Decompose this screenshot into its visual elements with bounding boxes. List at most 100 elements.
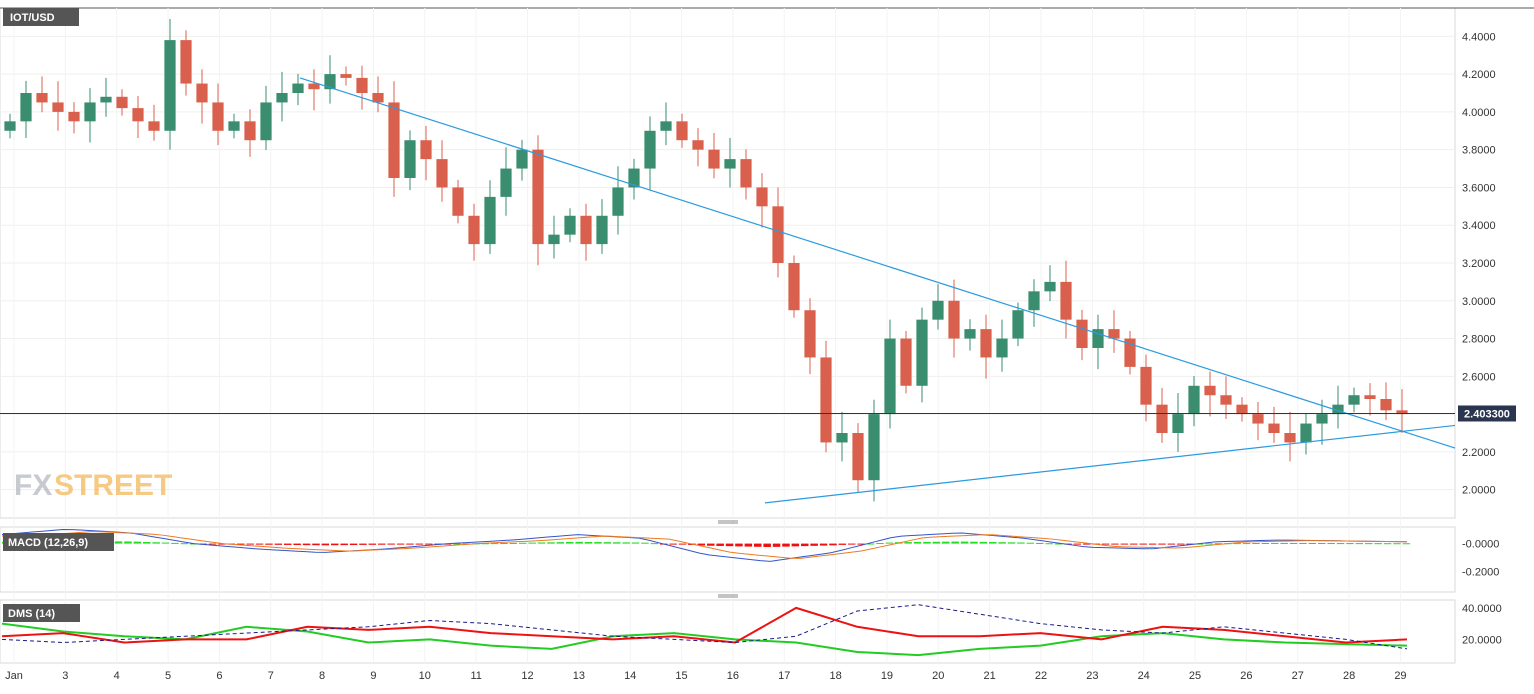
macd-histogram-bar	[876, 543, 884, 545]
macd-histogram-bar	[556, 542, 565, 544]
candle-body	[244, 121, 256, 141]
macd-histogram-bar	[913, 541, 922, 544]
y-tick-label: 3.6000	[1462, 182, 1496, 194]
y-tick-label: 3.4000	[1462, 220, 1496, 232]
macd-histogram-bar	[998, 542, 1006, 544]
y-tick-label: 3.0000	[1462, 296, 1496, 308]
candle-body	[868, 414, 880, 481]
x-tick-label: 7	[268, 670, 274, 682]
macd-histogram-bar	[763, 543, 771, 547]
candle-body	[308, 83, 320, 90]
candle-body	[196, 83, 208, 103]
candle-body	[100, 96, 112, 103]
macd-histogram-bar	[1289, 542, 1298, 544]
y-tick-label: 4.0000	[1462, 107, 1496, 119]
y-tick-label: 2.0000	[1462, 485, 1496, 497]
candle-body	[1284, 433, 1296, 443]
candle-body	[276, 93, 288, 103]
dms-plus-line	[1, 622, 1408, 657]
macd-histogram-bar	[707, 543, 715, 546]
dms-label-badge	[3, 604, 80, 622]
y-tick-label: 3.8000	[1462, 145, 1496, 157]
macd-histogram-bar	[1177, 543, 1185, 545]
candle-body	[212, 102, 224, 131]
x-tick-label: 25	[1189, 670, 1201, 682]
macd-histogram-bar	[848, 543, 856, 545]
macd-histogram-bar	[951, 541, 959, 544]
macd-histogram-bar	[575, 541, 583, 544]
macd-histogram-bar	[387, 543, 395, 545]
macd-panel[interactable]	[0, 526, 1456, 593]
macd-histogram-bar	[1336, 543, 1345, 545]
candle-body	[564, 215, 576, 235]
y-tick-label: 20.0000	[1462, 634, 1502, 646]
macd-histogram-bar	[810, 543, 818, 546]
macd-label: MACD (12,26,9)	[8, 537, 88, 549]
x-tick-label: 10	[419, 670, 431, 682]
candle-body	[324, 74, 336, 90]
candle-body	[788, 263, 800, 311]
macd-histogram-bar	[1148, 543, 1157, 545]
macd-histogram-bar	[293, 543, 301, 546]
macd-histogram-bar	[1346, 543, 1354, 545]
candle-body	[260, 102, 272, 141]
x-tick-label: Jan	[5, 670, 23, 682]
candle-body	[1380, 399, 1392, 411]
candle-body	[340, 74, 352, 78]
candle-body	[116, 96, 128, 109]
descending-trendline	[299, 77, 1456, 449]
macd-histogram-bar	[152, 542, 160, 544]
macd-histogram-bar	[669, 543, 677, 545]
macd-histogram-bar	[1355, 543, 1364, 545]
candle-body	[1348, 395, 1360, 405]
macd-histogram-bar	[218, 543, 226, 545]
macd-histogram-bar	[678, 543, 687, 545]
resize-handle-icon[interactable]	[718, 594, 738, 598]
macd-histogram-bar	[246, 543, 254, 545]
macd-histogram-bar	[1130, 543, 1138, 545]
candle-body	[1204, 385, 1216, 396]
trendlines-group	[299, 77, 1456, 504]
x-tick-label: 24	[1138, 670, 1150, 682]
macd-histogram-bar	[725, 543, 734, 547]
candle-body	[932, 300, 944, 320]
macd-histogram-bar	[1205, 543, 1213, 545]
x-tick-label: 20	[932, 670, 944, 682]
candle-body	[164, 40, 176, 131]
candle-body	[532, 149, 544, 245]
candle-body	[740, 159, 752, 188]
macd-histogram-bar	[1383, 543, 1392, 545]
macd-histogram-bar	[396, 543, 405, 545]
macd-histogram-bar	[885, 542, 894, 544]
dms-panel[interactable]	[0, 599, 1456, 664]
candle-body	[964, 329, 976, 339]
macd-histogram-bar	[942, 541, 950, 544]
candle-body	[980, 329, 992, 358]
y-tick-label: 40.0000	[1462, 603, 1502, 615]
macd-histogram-bar	[1327, 543, 1335, 545]
x-tick-label: 21	[984, 670, 996, 682]
macd-histogram-bar	[1195, 543, 1204, 545]
x-tick-label: 16	[727, 670, 739, 682]
macd-histogram-bar	[1007, 542, 1016, 544]
resize-handle-icon[interactable]	[718, 520, 738, 524]
x-tick-label: 19	[881, 670, 893, 682]
candle-body	[484, 196, 496, 245]
x-tick-label: 8	[319, 670, 325, 682]
y-axis-labels: 2.00002.20002.40002.60002.80003.00003.20…	[1462, 31, 1502, 646]
candle-body	[1220, 395, 1232, 405]
macd-histogram-bar	[1101, 543, 1110, 545]
macd-histogram-bar	[613, 542, 621, 544]
macd-histogram-bar	[1036, 542, 1044, 544]
macd-histogram-bar	[791, 543, 800, 547]
macd-histogram-bar	[904, 542, 912, 544]
macd-histogram-bar	[255, 543, 264, 545]
macd-histogram-bar	[302, 543, 311, 546]
candle-body	[1252, 414, 1264, 424]
watermark-fx: FX	[14, 469, 52, 502]
candle-body	[1396, 410, 1408, 415]
candle-body	[372, 93, 384, 103]
x-tick-label: 23	[1086, 670, 1098, 682]
y-tick-label: 2.2000	[1462, 447, 1496, 459]
